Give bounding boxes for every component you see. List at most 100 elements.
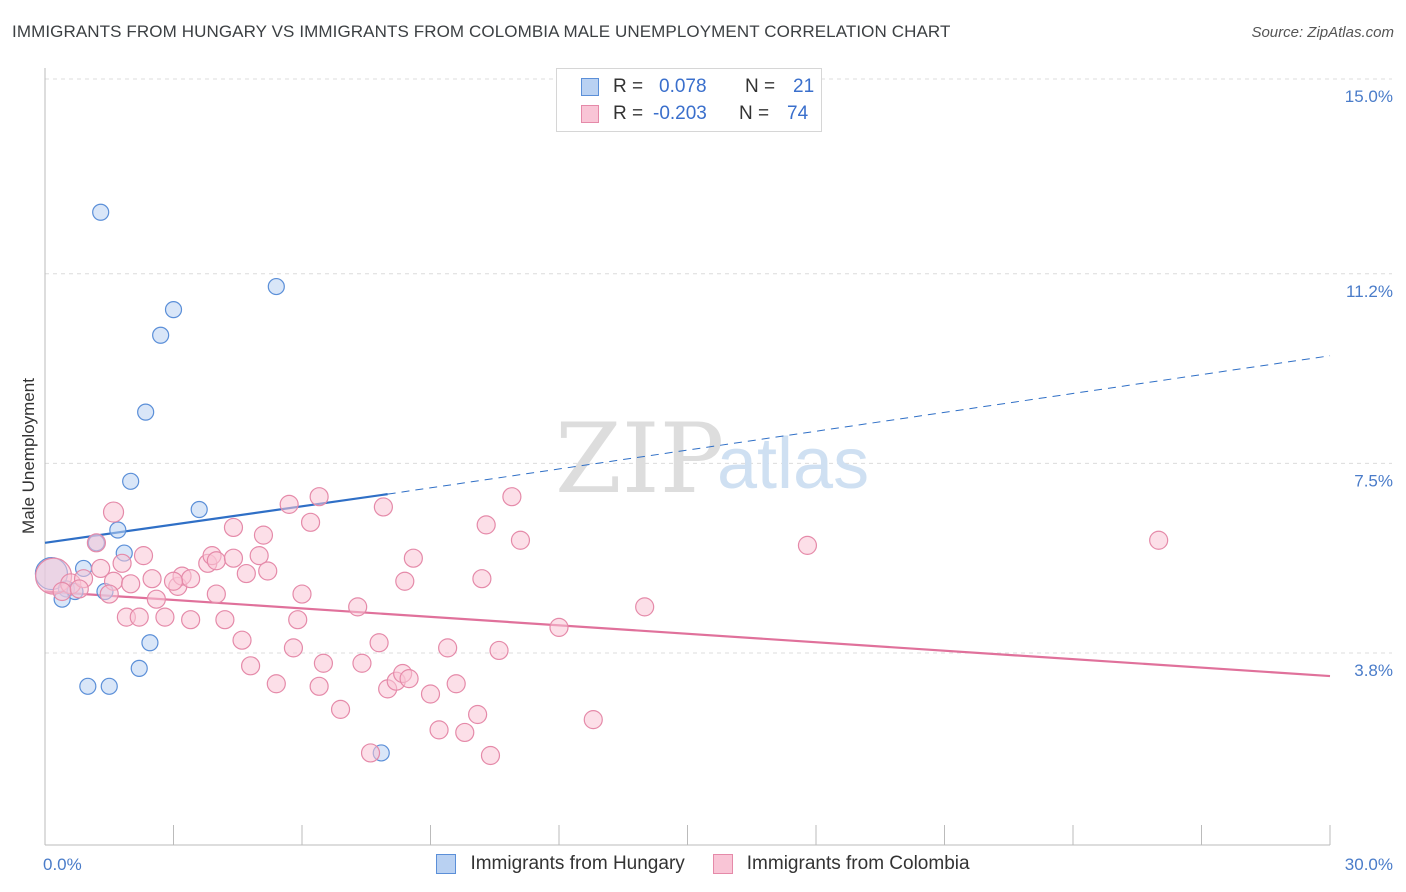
series-legend-colombia: Immigrants from Colombia [712, 853, 970, 875]
y-tick-label: 15.0% [1345, 87, 1393, 106]
data-point-pink [373, 497, 393, 517]
tick-labels: 3.8% 7.5% 11.2% 15.0% 0.0% 30.0% [43, 87, 1393, 874]
data-point-pink [468, 704, 488, 725]
data-point-blue [122, 472, 140, 490]
legend-r-label: R = [613, 103, 644, 124]
legend-n-label: N = [745, 76, 776, 97]
data-point-pink [489, 640, 509, 661]
watermark: ZIP atlas [555, 403, 869, 515]
legend-swatch-colombia [581, 105, 599, 123]
data-point-blue [79, 677, 97, 695]
data-point-pink [249, 546, 269, 566]
data-point-pink [360, 743, 381, 763]
watermark-atlas: atlas [717, 424, 869, 504]
y-tick-label: 11.2% [1346, 282, 1393, 301]
data-point-pink [300, 512, 321, 532]
data-point-pink [181, 569, 201, 589]
data-point-pink [313, 653, 334, 673]
data-point-pink [258, 561, 278, 581]
source-credit: Source: ZipAtlas.com [1251, 24, 1394, 41]
axes [44, 68, 1331, 846]
legend-n-value: 74 [787, 103, 809, 124]
data-point-blue [100, 677, 118, 695]
data-point-blue [190, 500, 208, 519]
data-point-pink [446, 674, 466, 694]
data-point-pink [472, 569, 492, 589]
data-point-pink [476, 515, 496, 535]
data-point-pink [206, 584, 226, 604]
series-swatch-colombia [712, 854, 733, 874]
data-point-blue [130, 659, 148, 677]
data-point-pink [52, 581, 72, 602]
data-point-pink [309, 676, 329, 696]
data-point-pink [279, 494, 299, 514]
series-label-hungary: Immigrants from Hungary [470, 853, 685, 874]
data-point-pink [163, 571, 184, 591]
data-point-pink [133, 546, 154, 566]
gridlines [45, 78, 1392, 654]
data-point-pink [181, 610, 201, 630]
y-tick-label: 7.5% [1354, 471, 1393, 490]
data-point-pink [215, 610, 235, 630]
data-point-pink [283, 638, 304, 658]
watermark-zip: ZIP [555, 403, 724, 515]
data-point-pink [502, 487, 522, 507]
data-point-pink [86, 533, 107, 553]
legend-r-label: R = [613, 76, 644, 97]
legend-n-value: 21 [793, 76, 815, 97]
data-point-blue [164, 301, 183, 319]
series-label-colombia: Immigrants from Colombia [746, 853, 970, 874]
data-point-pink [399, 669, 419, 689]
legend-r-value: 0.078 [659, 76, 707, 97]
data-point-blue [267, 277, 285, 296]
legend-swatch-hungary [581, 78, 599, 96]
data-point-pink [223, 548, 244, 568]
data-point-pink [253, 525, 274, 545]
series-legend-hungary: Immigrants from Hungary [436, 853, 685, 875]
data-point-pink [455, 722, 475, 743]
data-point-pink [102, 501, 125, 523]
x-tick-label: 30.0% [1345, 855, 1393, 874]
chart-title: IMMIGRANTS FROM HUNGARY VS IMMIGRANTS FR… [12, 22, 951, 41]
series-legend: Immigrants from Hungary Immigrants from … [0, 852, 1406, 876]
data-point-pink [99, 584, 119, 604]
y-tick-label: 3.8% [1354, 661, 1393, 680]
data-point-pink [510, 530, 531, 550]
data-point-pink [236, 563, 256, 584]
data-point-pink [395, 571, 415, 591]
data-point-pink [112, 553, 132, 573]
data-point-pink [429, 720, 449, 740]
data-point-pink [549, 617, 569, 637]
data-point-blue [141, 634, 159, 652]
data-point-pink [403, 548, 423, 568]
trend-lines [44, 355, 1331, 678]
data-point-pink [420, 684, 441, 704]
data-points [34, 203, 1169, 766]
trend-line-pink [44, 590, 1331, 678]
x-tick-label: 0.0% [43, 855, 82, 874]
data-point-pink [797, 535, 818, 555]
data-point-blue [152, 326, 170, 344]
legend-n-label: N = [739, 103, 770, 124]
data-point-pink [583, 710, 603, 730]
data-point-pink [91, 558, 111, 579]
data-point-pink [635, 597, 655, 617]
data-point-pink [348, 597, 368, 617]
data-point-pink [121, 574, 141, 594]
data-point-pink [146, 589, 166, 609]
data-point-pink [288, 610, 308, 630]
data-point-pink [241, 656, 261, 676]
data-point-pink [129, 607, 149, 627]
data-point-pink [438, 638, 458, 658]
data-point-blue [109, 521, 127, 539]
data-point-pink [369, 633, 389, 653]
data-point-pink [155, 607, 175, 627]
data-point-pink [352, 653, 372, 673]
data-point-pink [292, 584, 312, 604]
data-point-pink [1149, 530, 1169, 550]
correlation-legend: R = 0.078 N = 21 R = -0.203 N = 74 [556, 68, 822, 132]
data-point-pink [223, 517, 244, 538]
data-point-pink [480, 745, 501, 766]
y-axis-label: Male Unemployment [19, 378, 38, 534]
